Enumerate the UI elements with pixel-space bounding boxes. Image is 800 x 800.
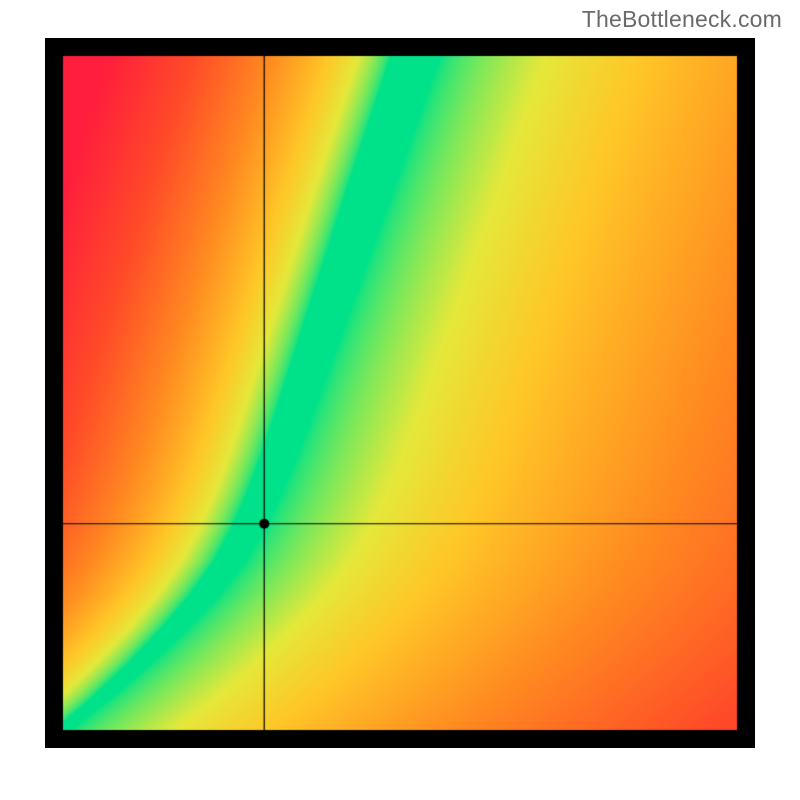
chart-container: TheBottleneck.com (0, 0, 800, 800)
heatmap-plot (45, 38, 755, 748)
heatmap-canvas (45, 38, 755, 748)
watermark-text: TheBottleneck.com (582, 6, 782, 33)
